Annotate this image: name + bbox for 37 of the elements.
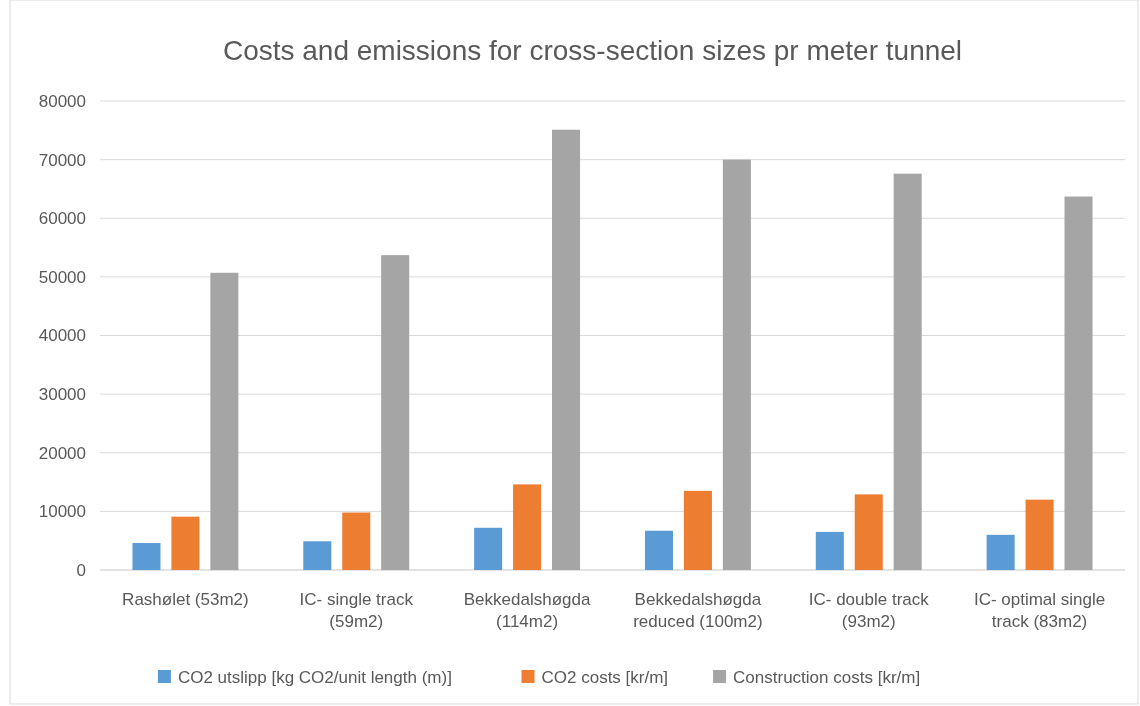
x-tick-label: IC- optimal single track (83m2) xyxy=(973,590,1106,631)
legend-label: Construction costs [kr/m] xyxy=(733,667,921,687)
bar xyxy=(1025,499,1054,570)
x-tick-label: Bekkedalshøgda (114m2) xyxy=(463,590,591,631)
bar xyxy=(303,541,332,570)
y-tick-label: 50000 xyxy=(38,267,86,287)
bar xyxy=(854,494,883,570)
bar xyxy=(552,129,581,570)
bar xyxy=(381,255,410,570)
bar xyxy=(171,516,200,570)
bar xyxy=(210,272,239,570)
y-tick-label: 20000 xyxy=(38,443,86,463)
x-tick-label: IC- single track (59m2) xyxy=(299,590,414,631)
bar xyxy=(893,173,922,570)
bar xyxy=(644,530,673,570)
bar xyxy=(342,512,371,570)
x-tick-label: Bekkedalshøgda reduced (100m2) xyxy=(633,590,763,631)
bar xyxy=(986,534,1015,570)
y-tick-label: 30000 xyxy=(38,385,86,405)
bar xyxy=(722,159,751,570)
x-tick-label: Rashølet (53m2) xyxy=(122,590,249,609)
x-tick-label: IC- double track (93m2) xyxy=(808,590,930,631)
y-tick-label: 40000 xyxy=(38,326,86,346)
bar xyxy=(683,490,712,570)
bar xyxy=(474,527,503,570)
y-tick-label: 10000 xyxy=(38,502,86,522)
bar xyxy=(132,543,161,570)
y-tick-label: 0 xyxy=(76,560,86,580)
legend-label: CO2 utslipp [kg CO2/unit length (m)] xyxy=(177,667,452,687)
y-tick-label: 60000 xyxy=(38,209,86,229)
chart-title: Costs and emissions for cross-section sizes pr meter tunnel xyxy=(222,35,963,66)
bar xyxy=(1064,196,1093,570)
bar xyxy=(513,484,542,570)
y-tick-label: 70000 xyxy=(38,150,86,170)
y-tick-label: 80000 xyxy=(38,91,86,111)
bar xyxy=(815,531,844,570)
legend-label: CO2 costs [kr/m] xyxy=(541,667,669,687)
